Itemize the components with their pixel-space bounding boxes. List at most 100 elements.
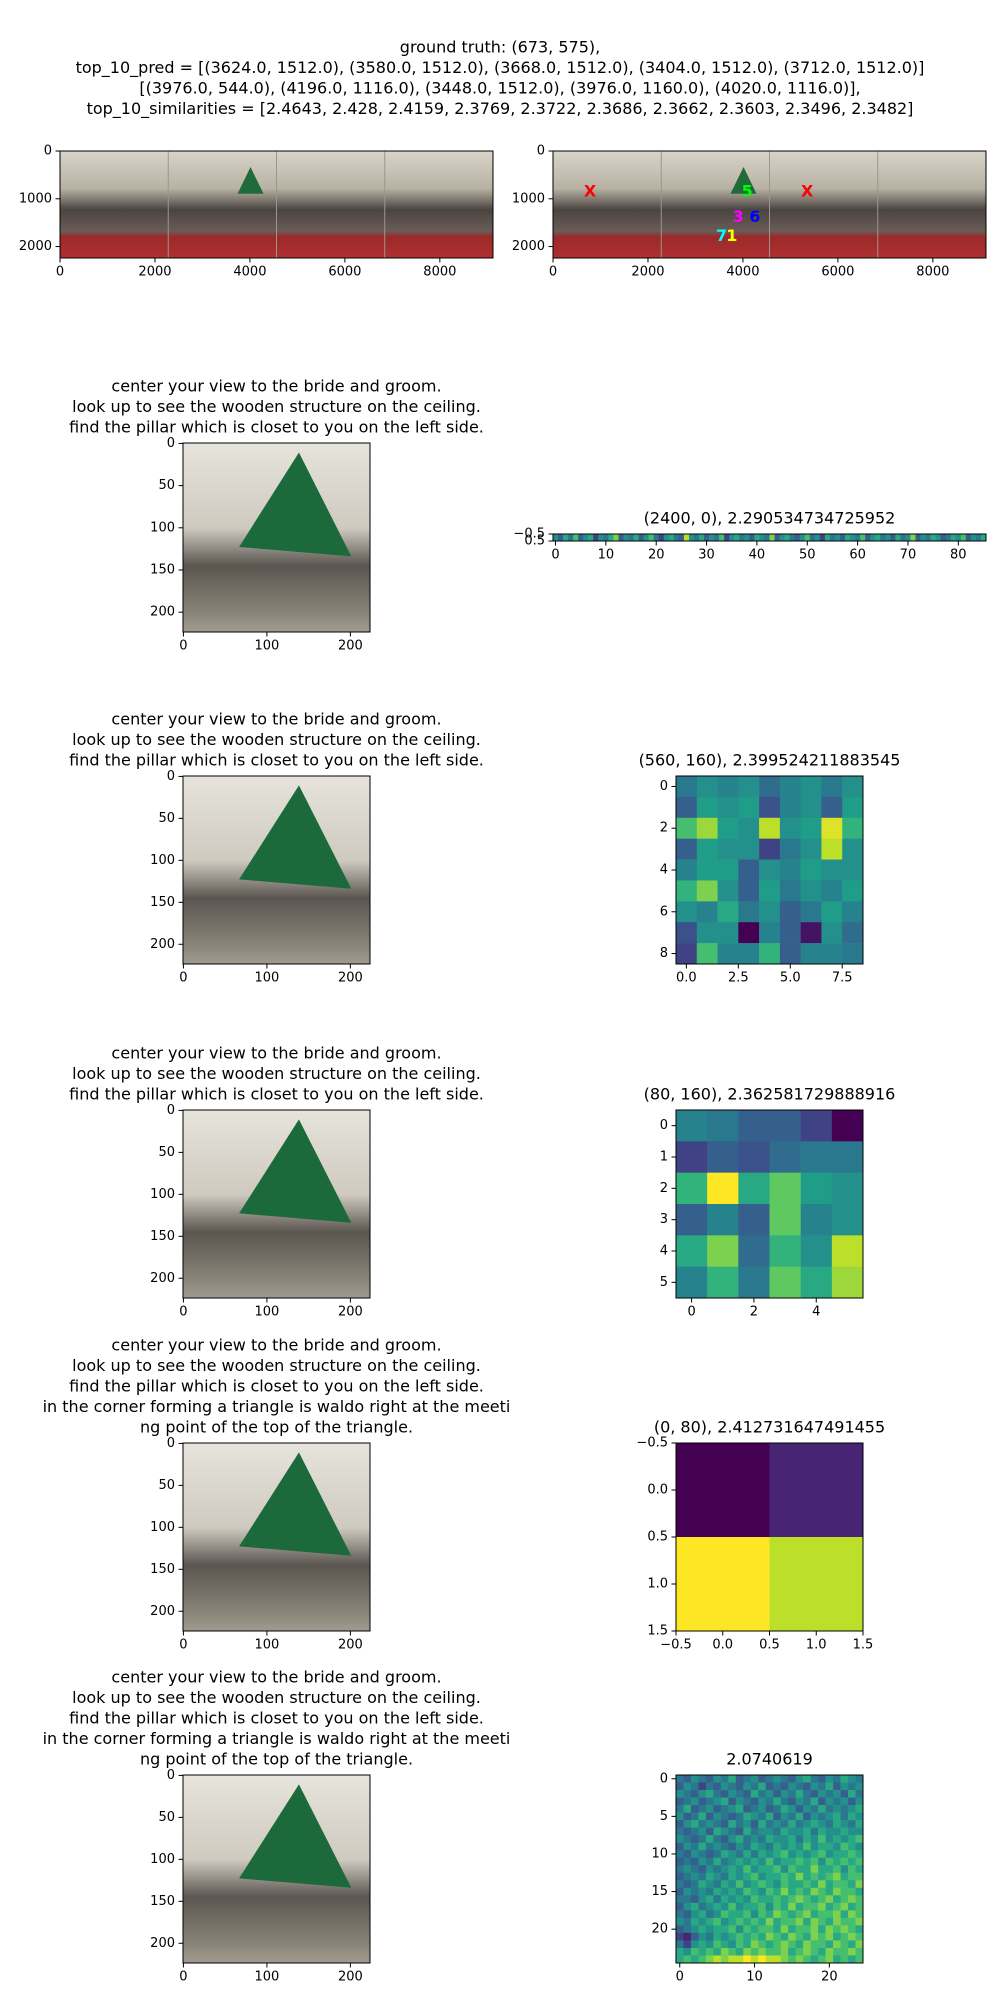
- heatmap-cell: [825, 1842, 834, 1851]
- heatmap-cell: [855, 1782, 864, 1791]
- heatmap-cell: [788, 1805, 796, 1813]
- heatmap-cell: [800, 796, 822, 819]
- panel: (2400, 0), 2.290534734725952 0 10 20 30 40 50 6…: [513, 509, 987, 563]
- heatmap-cell: [568, 534, 574, 542]
- heatmap-cell: [683, 1887, 692, 1896]
- heatmap-cell: [750, 1940, 759, 1949]
- heatmap-cell: [750, 1797, 759, 1806]
- heatmap-cell: [717, 776, 739, 798]
- heatmap-cell: [676, 1172, 708, 1205]
- y-tick-label: 15: [651, 1884, 668, 1899]
- heatmap-cell: [690, 1790, 699, 1798]
- heatmap-cell: [713, 1820, 722, 1828]
- heatmap-cell: [683, 1857, 692, 1866]
- heatmap-cell: [735, 1775, 744, 1783]
- heatmap-cell: [676, 1955, 684, 1964]
- y-tick-label: 10: [651, 1846, 668, 1861]
- heatmap-cell: [613, 534, 619, 542]
- heatmap-cell: [720, 1925, 729, 1934]
- heatmap-cell: [840, 1895, 849, 1904]
- heatmap-cell: [683, 1775, 692, 1783]
- heatmap-cell: [780, 1827, 789, 1836]
- heatmap-cell: [750, 1947, 759, 1956]
- heatmap-cell: [705, 1820, 714, 1828]
- heatmap-cell: [825, 1925, 834, 1934]
- y-tick-label: 200: [150, 1936, 175, 1951]
- heatmap-cell: [713, 1872, 722, 1881]
- heatmap-cell: [750, 1827, 759, 1836]
- heatmap-cell: [683, 1790, 692, 1798]
- heatmap-cell: [765, 1880, 774, 1889]
- heatmap-cell: [683, 1805, 692, 1813]
- heatmap-cell: [758, 1917, 767, 1926]
- heatmap-cell: [698, 1842, 707, 1851]
- panel-title: look up to see the wooden structure on t…: [72, 1356, 481, 1375]
- heatmap-cell: [728, 1880, 737, 1889]
- heatmap-cell: [676, 1865, 684, 1874]
- x-tick-label: 0: [676, 1970, 684, 1985]
- heatmap-cell: [788, 1932, 796, 1941]
- heatmap-cell: [875, 534, 881, 542]
- heatmap-cell: [759, 901, 781, 923]
- heatmap-cell: [970, 534, 977, 542]
- heatmap-cell: [855, 1797, 864, 1806]
- heatmap-cell: [803, 1940, 811, 1949]
- heatmap-cell: [735, 1932, 744, 1941]
- panel: (80, 160), 2.362581729888916 0 2 4 0 1 2 3 4 5: [644, 1085, 896, 1320]
- heatmap-cell: [825, 1932, 834, 1941]
- panel: center your view to the bride and groom.…: [69, 710, 484, 986]
- heatmap-cell: [780, 1947, 789, 1956]
- heatmap-cell: [750, 1842, 759, 1851]
- heatmap-cell: [735, 1887, 744, 1896]
- heatmap-cell: [779, 817, 801, 839]
- heatmap-cell: [754, 534, 760, 542]
- figure-title: ground truth: (673, 575),: [400, 38, 600, 57]
- heatmap-cell: [744, 534, 750, 542]
- heatmap-cell: [717, 922, 739, 944]
- heatmap-cell: [765, 1790, 774, 1798]
- heatmap-cell: [698, 1857, 707, 1866]
- heatmap-cell: [698, 1902, 707, 1911]
- heatmap-cell: [821, 880, 843, 902]
- heatmap-cell: [800, 838, 822, 860]
- heatmap-cell: [759, 859, 781, 881]
- heatmap-cell: [698, 1872, 707, 1881]
- heatmap-cell: [795, 1917, 804, 1926]
- panel-title: find the pillar which is closet to you o…: [69, 1377, 484, 1396]
- heatmap-cell: [717, 859, 739, 881]
- heatmap-cell: [743, 1947, 752, 1956]
- heatmap-cell: [696, 838, 718, 860]
- y-tick-label: 1000: [19, 191, 52, 206]
- heatmap-cell: [713, 1782, 722, 1791]
- heatmap-cell: [818, 1917, 826, 1926]
- heatmap-cell: [795, 1835, 804, 1843]
- heatmap-cell: [705, 1835, 714, 1843]
- heatmap-cell: [855, 1940, 864, 1949]
- heatmap-cell: [738, 1204, 770, 1236]
- heatmap-cell: [840, 1955, 849, 1964]
- heatmap-cell: [728, 1865, 737, 1874]
- heatmap-cell: [713, 1902, 722, 1911]
- heatmap-cell: [773, 1872, 782, 1881]
- heatmap-cell: [821, 776, 843, 798]
- heatmap-cell: [743, 1955, 752, 1964]
- heatmap-cell: [788, 1865, 796, 1874]
- heatmap-cell: [833, 1910, 841, 1919]
- x-tick-label: 100: [254, 639, 279, 654]
- heatmap-cell: [855, 1865, 864, 1874]
- heatmap-cell: [765, 1955, 774, 1964]
- heatmap-cell: [842, 838, 864, 860]
- heatmap-cell: [825, 1820, 834, 1828]
- heatmap-cell: [676, 1895, 684, 1904]
- heatmap-cell: [698, 1835, 707, 1843]
- heatmap-cell: [818, 1940, 826, 1949]
- heatmap-cell: [758, 1850, 767, 1859]
- heatmap-cell: [704, 534, 710, 542]
- heatmap-cell: [848, 1850, 856, 1859]
- heatmap-cell: [810, 1782, 819, 1791]
- heatmap-cell: [705, 1872, 714, 1881]
- heatmap-cell: [833, 1820, 841, 1828]
- heatmap-cell: [728, 1805, 737, 1813]
- heatmap-cell: [558, 534, 564, 542]
- x-tick-label: 200: [338, 1970, 363, 1985]
